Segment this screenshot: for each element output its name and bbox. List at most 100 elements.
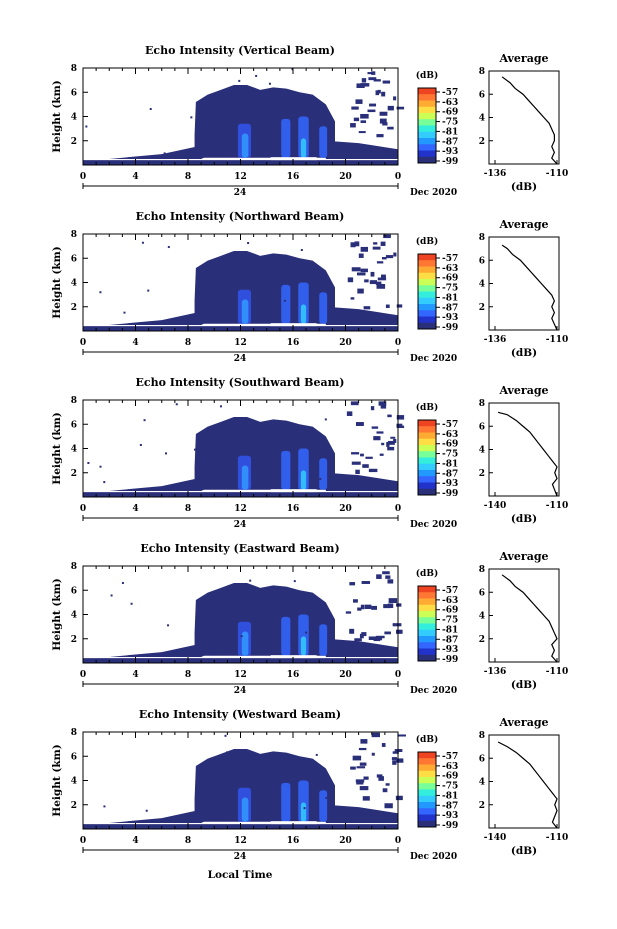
echo-speck [359, 633, 364, 639]
colorbar-tick-label: -81 [442, 625, 458, 635]
colorbar-tick-label: -81 [442, 791, 458, 801]
echo-speck [357, 288, 364, 294]
avg-y-tick-label: 4 [479, 446, 485, 456]
x-tick-label: 4 [132, 504, 138, 514]
echo-speck [368, 468, 378, 473]
echo-speck [224, 734, 227, 737]
date-month: Dec 2020 [410, 852, 457, 862]
echo-speck [369, 280, 378, 285]
x-tick-label: 16 [287, 338, 300, 348]
echo-bright-layer [270, 821, 317, 825]
echo-speck [325, 796, 328, 799]
avg-y-tick-label: 8 [479, 565, 485, 575]
average-frame [488, 70, 560, 165]
average-frame [488, 402, 560, 497]
colorbar-swatch [418, 783, 436, 790]
echo-speck [376, 636, 383, 640]
echo-bright-layer [270, 655, 317, 659]
echo-speck [381, 91, 386, 97]
panel-title: Echo Intensity (Eastward Beam) [140, 542, 339, 555]
y-tick-label: 6 [71, 254, 77, 264]
x-tick-label: 4 [132, 172, 138, 182]
echo-speck [396, 603, 402, 607]
echo-core [241, 631, 249, 656]
echo-speck [386, 441, 390, 447]
echo-core [281, 284, 291, 324]
colorbar-swatch [418, 266, 436, 274]
panel-title: Echo Intensity (Northward Beam) [136, 210, 345, 223]
colorbar-swatch [418, 820, 436, 828]
x-tick-label: 16 [287, 836, 300, 846]
echo-speck [392, 760, 397, 765]
echo-speck [238, 79, 241, 82]
echo-speck [190, 116, 193, 119]
x-tick-label: 8 [185, 670, 191, 680]
y-axis-label: Height (km) [51, 744, 63, 816]
colorbar-tick-label: -99 [442, 323, 458, 333]
x-tick-label: 20 [339, 670, 352, 680]
colorbar-swatch [418, 451, 436, 458]
echo-speck [293, 580, 296, 583]
echo-speck [368, 636, 378, 641]
date-day: 24 [234, 354, 247, 364]
x-tick-label: 0 [395, 172, 401, 182]
echo-speck [85, 125, 88, 128]
echo-speck [143, 419, 146, 422]
x-tick-label: 20 [339, 338, 352, 348]
x-tick-label: 16 [287, 670, 300, 680]
echo-speck [380, 405, 387, 409]
echo-speck [373, 79, 381, 82]
average-profile-line [501, 574, 558, 663]
avg-y-tick-label: 8 [479, 233, 485, 243]
colorbar-tick-label: -93 [442, 313, 458, 323]
colorbar-tick-label: -57 [442, 752, 458, 762]
colorbar-tick-label: -63 [442, 430, 458, 440]
colorbar-swatch [418, 131, 436, 139]
echo-speck [356, 779, 364, 785]
echo-speck [387, 126, 394, 130]
colorbar-unit: (dB) [416, 236, 438, 247]
heatmap-cells [83, 732, 406, 829]
echo-core [300, 304, 307, 324]
cloud-region [194, 582, 335, 656]
colorbar-tick-label: -87 [442, 635, 458, 645]
echo-speck [360, 739, 368, 744]
echo-speck [360, 83, 370, 87]
echo-speck [367, 72, 374, 75]
colorbar-swatch [418, 802, 436, 809]
echo-speck [319, 477, 322, 480]
average-title: Average [498, 384, 548, 397]
colorbar-swatch [418, 814, 436, 822]
echo-core [281, 450, 291, 490]
echo-speck [99, 465, 102, 468]
echo-core [281, 118, 291, 158]
echo-speck [121, 581, 124, 584]
avg-y-tick-label: 6 [479, 90, 485, 100]
x-tick-label: 12 [234, 338, 247, 348]
x-tick-label: 8 [185, 338, 191, 348]
colorbar-tick-label: -99 [442, 489, 458, 499]
avg-x-tick-label: -136 [484, 169, 507, 179]
avg-x-tick-label: -140 [484, 501, 507, 511]
echo-speck [373, 242, 378, 245]
echo-speck [365, 456, 373, 459]
x-tick-label: 8 [185, 172, 191, 182]
colorbar-tick-label: -99 [442, 821, 458, 831]
colorbar-swatch [418, 88, 436, 95]
echo-speck [232, 134, 235, 137]
colorbar-swatch [418, 272, 436, 280]
colorbar-swatch [418, 420, 436, 427]
colorbar-tick-label: -63 [442, 596, 458, 606]
echo-speck [167, 624, 170, 627]
echo-speck [262, 141, 265, 144]
colorbar-tick-label: -63 [442, 264, 458, 274]
colorbar-swatch [418, 795, 436, 803]
average-profile-line [501, 244, 558, 331]
echo-speck [396, 629, 403, 634]
echo-speck [364, 279, 369, 283]
avg-x-tick-label: -136 [484, 335, 507, 345]
x-tick-label: 0 [80, 836, 86, 846]
echo-speck [353, 117, 360, 122]
echo-speck [305, 631, 308, 634]
